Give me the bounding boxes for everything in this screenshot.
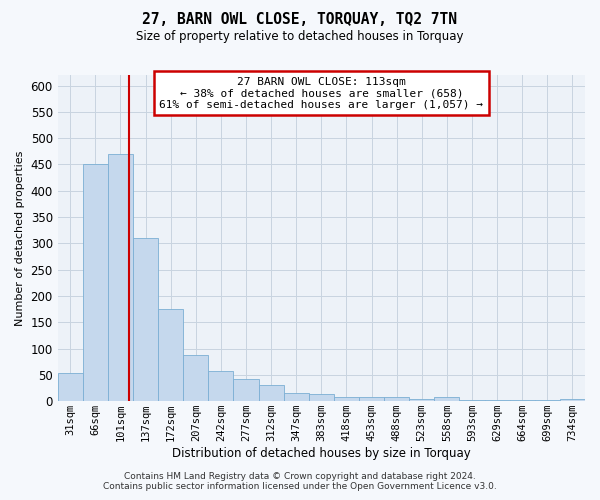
- Bar: [133, 238, 158, 401]
- Bar: [334, 397, 359, 401]
- Bar: [485, 400, 509, 401]
- Bar: [158, 309, 183, 401]
- Text: Contains HM Land Registry data © Crown copyright and database right 2024.: Contains HM Land Registry data © Crown c…: [124, 472, 476, 481]
- Bar: [58, 374, 83, 401]
- Text: 27, BARN OWL CLOSE, TORQUAY, TQ2 7TN: 27, BARN OWL CLOSE, TORQUAY, TQ2 7TN: [143, 12, 458, 28]
- Bar: [108, 154, 133, 401]
- Bar: [183, 355, 208, 401]
- Text: 27 BARN OWL CLOSE: 113sqm
← 38% of detached houses are smaller (658)
61% of semi: 27 BARN OWL CLOSE: 113sqm ← 38% of detac…: [160, 76, 484, 110]
- Bar: [233, 378, 259, 401]
- Bar: [284, 394, 309, 401]
- X-axis label: Distribution of detached houses by size in Torquay: Distribution of detached houses by size …: [172, 447, 471, 460]
- Bar: [259, 386, 284, 401]
- Bar: [83, 164, 108, 401]
- Text: Size of property relative to detached houses in Torquay: Size of property relative to detached ho…: [136, 30, 464, 43]
- Bar: [309, 394, 334, 401]
- Bar: [409, 398, 434, 401]
- Bar: [509, 400, 535, 401]
- Bar: [434, 397, 460, 401]
- Bar: [535, 400, 560, 401]
- Bar: [208, 370, 233, 401]
- Y-axis label: Number of detached properties: Number of detached properties: [15, 150, 25, 326]
- Bar: [560, 398, 585, 401]
- Bar: [460, 400, 485, 401]
- Text: Contains public sector information licensed under the Open Government Licence v3: Contains public sector information licen…: [103, 482, 497, 491]
- Bar: [384, 398, 409, 401]
- Bar: [359, 397, 384, 401]
